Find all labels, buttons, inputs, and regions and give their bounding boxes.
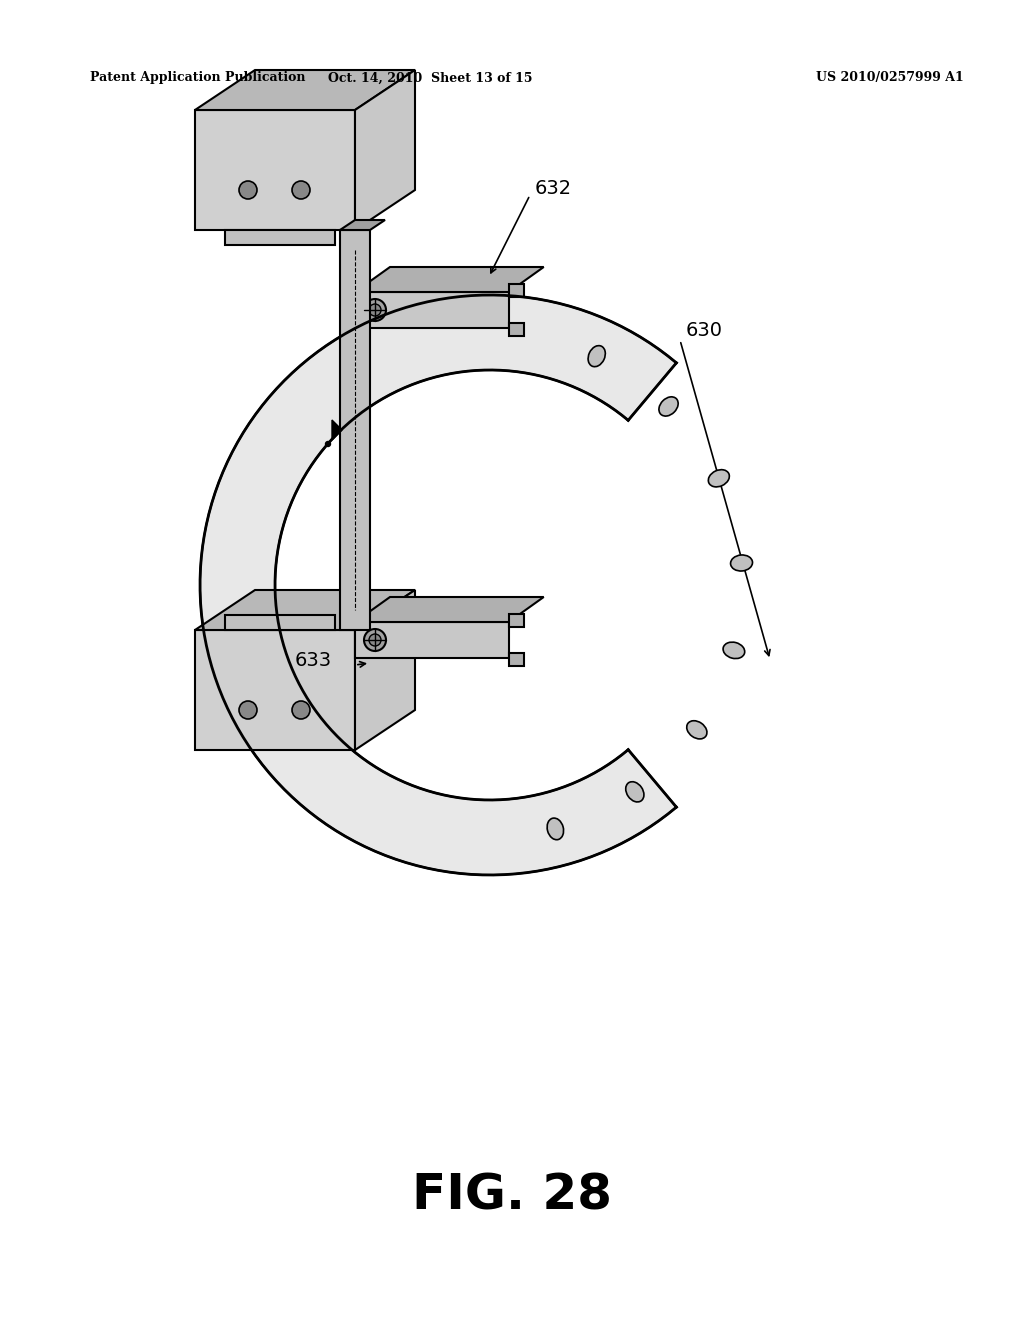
- Polygon shape: [225, 230, 335, 246]
- Polygon shape: [509, 323, 523, 337]
- Text: 630: 630: [686, 321, 723, 339]
- Ellipse shape: [658, 397, 678, 416]
- Polygon shape: [340, 230, 370, 630]
- Polygon shape: [195, 110, 355, 230]
- Polygon shape: [200, 294, 677, 875]
- Polygon shape: [355, 292, 509, 327]
- Ellipse shape: [292, 181, 310, 199]
- Polygon shape: [225, 615, 335, 630]
- Ellipse shape: [588, 346, 605, 367]
- Polygon shape: [509, 614, 523, 627]
- Polygon shape: [332, 420, 342, 440]
- Polygon shape: [355, 597, 544, 622]
- Ellipse shape: [547, 818, 563, 840]
- Ellipse shape: [364, 630, 386, 651]
- Polygon shape: [355, 70, 415, 230]
- Ellipse shape: [239, 181, 257, 199]
- Ellipse shape: [626, 781, 644, 803]
- Text: US 2010/0257999 A1: US 2010/0257999 A1: [816, 71, 964, 84]
- Text: 632: 632: [535, 178, 572, 198]
- Ellipse shape: [364, 300, 386, 321]
- Text: FIG. 28: FIG. 28: [412, 1171, 612, 1218]
- Ellipse shape: [369, 634, 381, 645]
- Ellipse shape: [709, 470, 729, 487]
- Ellipse shape: [239, 701, 257, 719]
- Polygon shape: [509, 284, 523, 297]
- Polygon shape: [355, 267, 544, 292]
- Text: Oct. 14, 2010  Sheet 13 of 15: Oct. 14, 2010 Sheet 13 of 15: [328, 71, 532, 84]
- Polygon shape: [509, 653, 523, 667]
- Polygon shape: [195, 630, 355, 750]
- Ellipse shape: [730, 554, 753, 572]
- Ellipse shape: [292, 701, 310, 719]
- Polygon shape: [195, 590, 415, 630]
- Polygon shape: [355, 622, 509, 657]
- Polygon shape: [195, 70, 415, 110]
- Polygon shape: [355, 590, 415, 750]
- Ellipse shape: [369, 304, 381, 315]
- Ellipse shape: [723, 642, 744, 659]
- Polygon shape: [340, 220, 385, 230]
- Ellipse shape: [326, 441, 331, 446]
- Text: 633: 633: [295, 651, 332, 669]
- Ellipse shape: [687, 721, 707, 739]
- Text: Patent Application Publication: Patent Application Publication: [90, 71, 305, 84]
